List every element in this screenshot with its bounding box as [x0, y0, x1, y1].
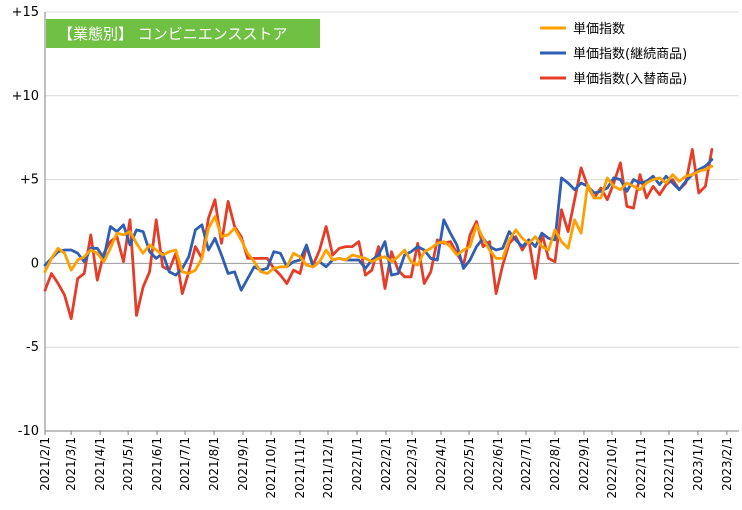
x-tick-label: 2021/3/1 — [64, 437, 78, 491]
x-tick-label: 2021/10/1 — [264, 437, 278, 499]
y-tick-label: +15 — [12, 5, 39, 20]
x-tick-label: 2022/7/1 — [519, 437, 533, 491]
y-tick-label: +5 — [20, 173, 39, 188]
chart-title-box: 【業態別】 コンビニエンスストア — [46, 19, 320, 48]
series-line — [43, 164, 714, 275]
x-tick-label: 2023/2/1 — [720, 437, 734, 491]
legend-label: 単価指数 — [573, 21, 625, 37]
axes — [44, 12, 739, 432]
x-tick-label: 2022/1/1 — [350, 437, 364, 491]
chart-title-background — [46, 19, 320, 48]
y-tick-label: +10 — [12, 89, 39, 104]
x-tick-label: 2021/7/1 — [178, 437, 192, 491]
y-tick-label: -10 — [18, 424, 39, 439]
x-tick-label: 2022/5/1 — [462, 437, 476, 491]
x-tick-label: 2021/8/1 — [207, 437, 221, 491]
x-tick-label: 2022/6/1 — [491, 437, 505, 491]
x-tick-label: 2022/9/1 — [577, 437, 591, 491]
x-axis-ticks: 2021/2/1 2021/3/1 2021/4/1 2021/5/1 2021/6/1… — [38, 431, 734, 499]
chart-title: 【業態別】 コンビニエンスストア — [58, 25, 287, 43]
x-tick-label: 2021/12/1 — [321, 437, 335, 499]
x-tick-label: 2022/10/1 — [605, 437, 619, 499]
x-tick-label: 2021/2/1 — [38, 437, 52, 491]
x-tick-label: 2021/6/1 — [150, 437, 164, 491]
series-line — [43, 158, 714, 292]
x-tick-label: 2021/4/1 — [93, 437, 107, 491]
series-line — [43, 147, 714, 321]
x-tick-label: 2021/5/1 — [121, 437, 135, 491]
x-tick-label: 2022/8/1 — [548, 437, 562, 491]
series-layer — [43, 147, 714, 321]
x-tick-label: 2022/12/1 — [662, 437, 676, 499]
x-tick-label: 2021/11/1 — [293, 437, 307, 499]
y-tick-label: -5 — [26, 340, 39, 355]
legend-label: 単価指数(継続商品) — [573, 46, 687, 62]
x-tick-label: 2022/2/1 — [379, 437, 393, 491]
x-tick-label: 2023/1/1 — [691, 437, 705, 491]
legend-label: 単価指数(入替商品) — [573, 71, 687, 87]
x-tick-label: 2022/3/1 — [405, 437, 419, 491]
x-tick-label: 2022/4/1 — [434, 437, 448, 491]
y-tick-label: 0 — [31, 256, 39, 271]
y-axis-ticks: -10 -5 0 +5 +10 +15 — [12, 5, 39, 439]
x-tick-label: 2021/9/1 — [236, 437, 250, 491]
x-tick-label: 2022/11/1 — [634, 437, 648, 499]
